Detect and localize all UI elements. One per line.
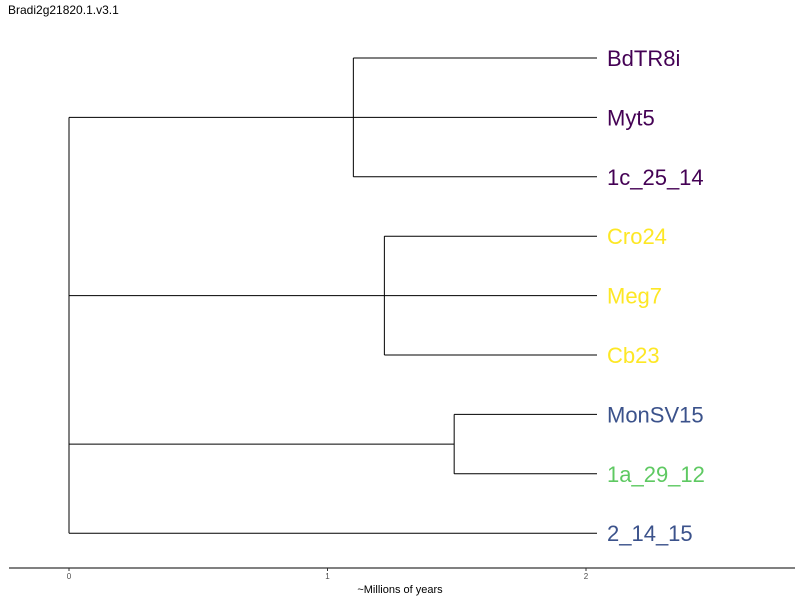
leaf-label: Meg7 xyxy=(607,284,662,309)
leaf-label: 1a_29_12 xyxy=(607,462,705,487)
tree-title: Bradi2g21820.1.v3.1 xyxy=(8,3,119,17)
axis-title: ~Millions of years xyxy=(357,584,443,596)
leaf-label: BdTR8i xyxy=(607,46,680,71)
leaf-labels: BdTR8i Myt5 1c_25_14 Cro24 Meg7 Cb23 MonSV15 1a… xyxy=(607,46,705,546)
axis-tick-label: 0 xyxy=(67,572,72,581)
axis-tick-label: 1 xyxy=(325,572,330,581)
axis-tick-label: 2 xyxy=(584,572,589,581)
time-axis: ~Millions of years 0 1 2 xyxy=(9,567,795,596)
leaf-label: Cb23 xyxy=(607,343,660,368)
leaf-label: MonSV15 xyxy=(607,402,704,427)
leaf-label: Cro24 xyxy=(607,224,667,249)
leaf-label: 1c_25_14 xyxy=(607,165,704,190)
tree-branches xyxy=(68,57,597,534)
leaf-label: Myt5 xyxy=(607,105,655,130)
leaf-label: 2_14_15 xyxy=(607,521,693,546)
